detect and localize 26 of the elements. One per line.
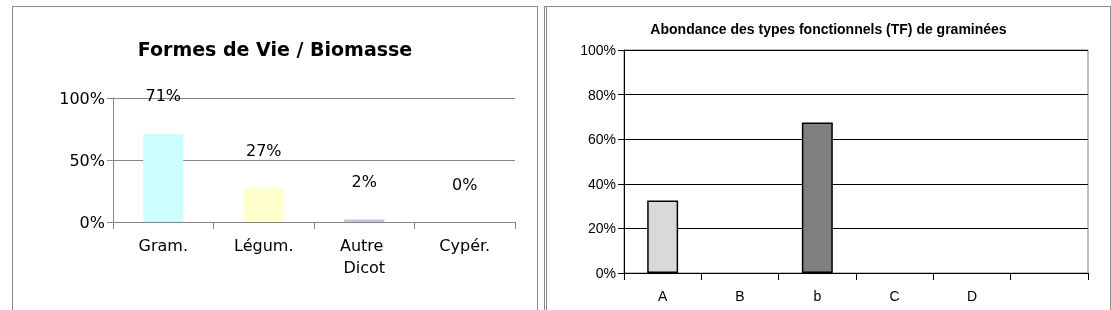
y-tick-label: 60% bbox=[587, 131, 616, 148]
y-tick-label: 100% bbox=[580, 42, 616, 58]
x-tick-label: Autre Dicot bbox=[339, 235, 389, 277]
x-tick-label: Légum. bbox=[234, 235, 294, 255]
data-label: 27% bbox=[245, 141, 282, 161]
chart-title: Abondance des types fonctionnels (TF) de graminées bbox=[650, 20, 1007, 37]
data-label: 71% bbox=[145, 86, 182, 106]
x-tick-label: D bbox=[966, 288, 978, 304]
bar bbox=[243, 188, 284, 222]
x-tick-label: Cypér. bbox=[439, 235, 491, 255]
x-tick-label: B bbox=[735, 288, 745, 304]
chart-title: Formes de Vie / Biomasse bbox=[137, 38, 413, 60]
x-tick-label: Gram. bbox=[138, 235, 188, 255]
y-tick-label: 20% bbox=[587, 220, 616, 237]
y-tick-label: 40% bbox=[587, 175, 616, 192]
y-tick-label: 100% bbox=[59, 88, 105, 108]
bar bbox=[143, 133, 184, 222]
x-tick-label: C bbox=[889, 288, 900, 304]
y-tick-label: 0% bbox=[595, 265, 616, 281]
x-tick-label: A bbox=[657, 288, 668, 304]
y-tick-label: 0% bbox=[79, 212, 105, 232]
y-tick-label: 50% bbox=[69, 150, 105, 170]
data-label: 0% bbox=[452, 174, 478, 194]
y-tick-label: 80% bbox=[587, 86, 616, 103]
x-tick-label: b bbox=[813, 288, 822, 304]
data-label: 2% bbox=[351, 172, 377, 192]
